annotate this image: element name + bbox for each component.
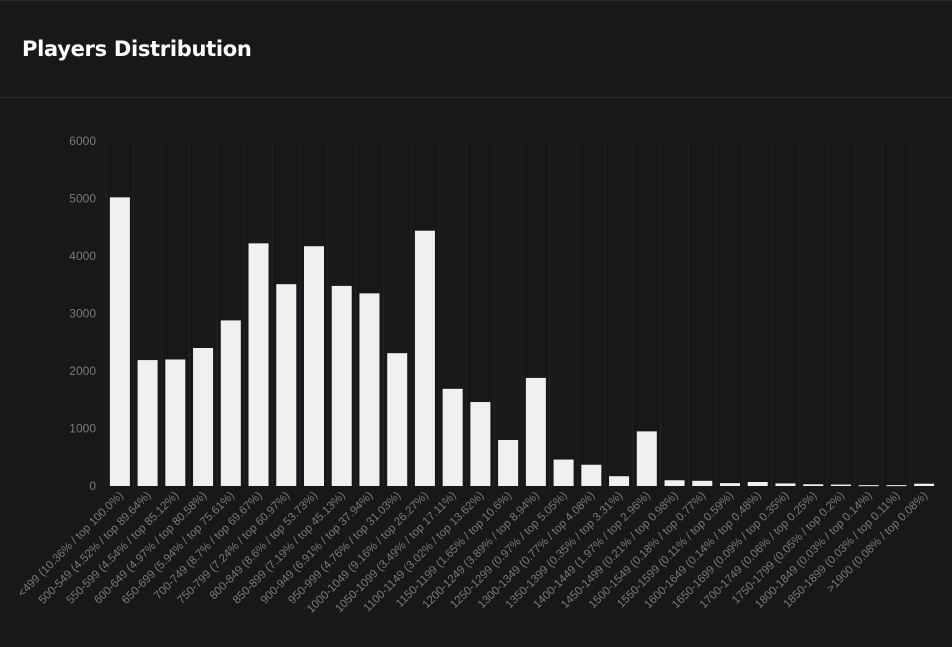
bar[interactable] [331,285,352,486]
bar[interactable] [137,360,158,486]
y-tick-label: 4000 [69,249,96,263]
x-axis: <499 (10.36% / top 100.0%)500-549 (4.52%… [16,490,930,616]
bar[interactable] [276,284,297,486]
bar[interactable] [442,388,463,486]
bar[interactable] [359,293,380,486]
bar[interactable] [165,359,186,487]
bar[interactable] [581,464,602,486]
bar[interactable] [525,377,546,486]
bar[interactable] [609,476,630,486]
y-tick-label: 0 [89,479,96,493]
y-tick-label: 3000 [69,307,96,321]
bar[interactable] [747,481,768,486]
bar[interactable] [720,483,740,486]
y-axis: 0 1000 2000 3000 4000 5000 6000 [69,134,96,493]
bar[interactable] [692,480,713,486]
bar[interactable] [886,485,907,487]
bar[interactable] [858,485,879,487]
bar[interactable] [248,243,269,486]
bar[interactable] [109,197,130,486]
bar[interactable] [636,431,657,486]
bar[interactable] [830,484,851,486]
card-header: Players Distribution [0,1,952,98]
y-tick-label: 1000 [69,422,96,436]
y-tick-label: 2000 [69,364,96,378]
y-tick-label: 6000 [69,134,96,148]
bar[interactable] [914,483,935,486]
bar[interactable] [470,402,491,486]
bar[interactable] [664,480,685,486]
bar[interactable] [803,484,824,486]
page-title: Players Distribution [22,37,252,61]
y-tick-label: 5000 [69,192,96,206]
bar[interactable] [304,246,324,486]
bar[interactable] [414,230,435,486]
gridlines [105,141,911,486]
bar[interactable] [193,348,214,486]
bar[interactable] [775,483,796,486]
bar[interactable] [498,440,519,486]
bar[interactable] [220,320,241,486]
bars [109,197,935,487]
bar[interactable] [553,459,574,486]
bar[interactable] [387,353,408,486]
